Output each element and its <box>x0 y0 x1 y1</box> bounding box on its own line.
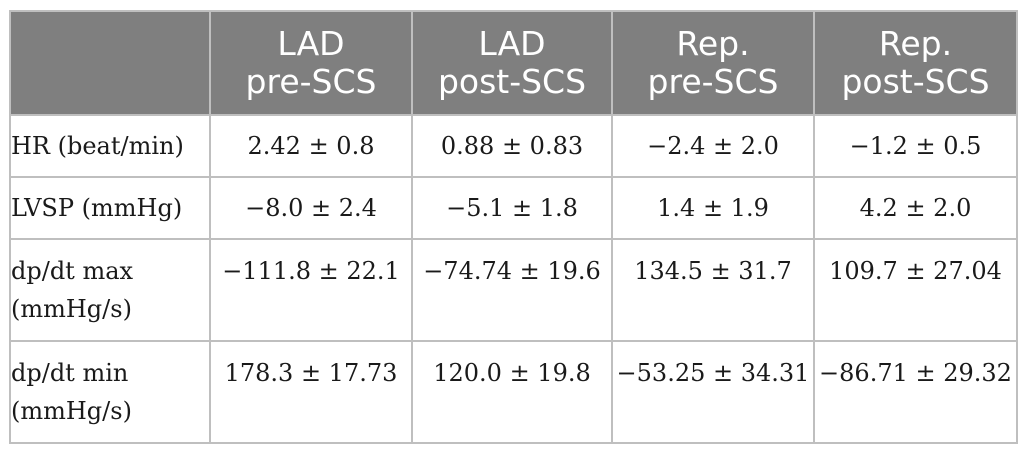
table-cell: −111.8 ± 22.1 <box>209 238 413 342</box>
header-lad-post-scs: LAD post-SCS <box>411 10 613 116</box>
table-row-dpdt-max: dp/dt max (mmHg/s) −111.8 ± 22.1 −74.74 … <box>9 238 1018 342</box>
table-row-dpdt-min: dp/dt min (mmHg/s) 178.3 ± 17.73 120.0 ±… <box>9 340 1018 444</box>
row-label-line-1: LVSP (mmHg) <box>11 194 183 222</box>
header-rep-post-scs: Rep. post-SCS <box>813 10 1018 116</box>
table-cell: 0.88 ± 0.83 <box>411 114 613 178</box>
results-table: LAD pre-SCS LAD post-SCS Rep. pre-SCS Re… <box>9 10 1018 444</box>
header-rep-pre-scs: Rep. pre-SCS <box>611 10 815 116</box>
row-label-line-1: dp/dt max <box>11 257 134 285</box>
table-cell: −74.74 ± 19.6 <box>411 238 613 342</box>
row-label: HR (beat/min) <box>9 114 211 178</box>
header-row: LAD pre-SCS LAD post-SCS Rep. pre-SCS Re… <box>9 10 1018 116</box>
table-cell: 134.5 ± 31.7 <box>611 238 815 342</box>
table-cell: 120.0 ± 19.8 <box>411 340 613 444</box>
row-label: dp/dt max (mmHg/s) <box>9 238 211 342</box>
header-line-1: Rep. <box>676 24 750 63</box>
table-row-lvsp: LVSP (mmHg) −8.0 ± 2.4 −5.1 ± 1.8 1.4 ± … <box>9 176 1018 240</box>
header-line-2: pre-SCS <box>245 62 377 101</box>
table-cell: −5.1 ± 1.8 <box>411 176 613 240</box>
table-cell: 109.7 ± 27.04 <box>813 238 1018 342</box>
row-label-line-1: dp/dt min <box>11 359 129 387</box>
row-label-line-1: HR (beat/min) <box>11 132 184 160</box>
header-line-1: Rep. <box>878 24 953 63</box>
header-line-1: LAD <box>277 24 345 63</box>
table-cell: −2.4 ± 2.0 <box>611 114 815 178</box>
table-cell: −8.0 ± 2.4 <box>209 176 413 240</box>
table-cell: 2.42 ± 0.8 <box>209 114 413 178</box>
table-row-hr: HR (beat/min) 2.42 ± 0.8 0.88 ± 0.83 −2.… <box>9 114 1018 178</box>
table-cell: −1.2 ± 0.5 <box>813 114 1018 178</box>
table-cell: 4.2 ± 2.0 <box>813 176 1018 240</box>
row-label-line-2: (mmHg/s) <box>11 295 132 323</box>
row-label-line-2: (mmHg/s) <box>11 397 132 425</box>
header-lad-pre-scs: LAD pre-SCS <box>209 10 413 116</box>
header-line-2: post-SCS <box>841 62 990 101</box>
header-line-2: post-SCS <box>437 62 587 101</box>
header-line-1: LAD <box>478 24 546 63</box>
row-label: LVSP (mmHg) <box>9 176 211 240</box>
table-cell: 1.4 ± 1.9 <box>611 176 815 240</box>
header-empty-cell <box>9 10 211 116</box>
table-cell: −53.25 ± 34.31 <box>611 340 815 444</box>
table-cell: 178.3 ± 17.73 <box>209 340 413 444</box>
table-cell: −86.71 ± 29.32 <box>813 340 1018 444</box>
header-line-2: pre-SCS <box>647 62 779 101</box>
row-label: dp/dt min (mmHg/s) <box>9 340 211 444</box>
